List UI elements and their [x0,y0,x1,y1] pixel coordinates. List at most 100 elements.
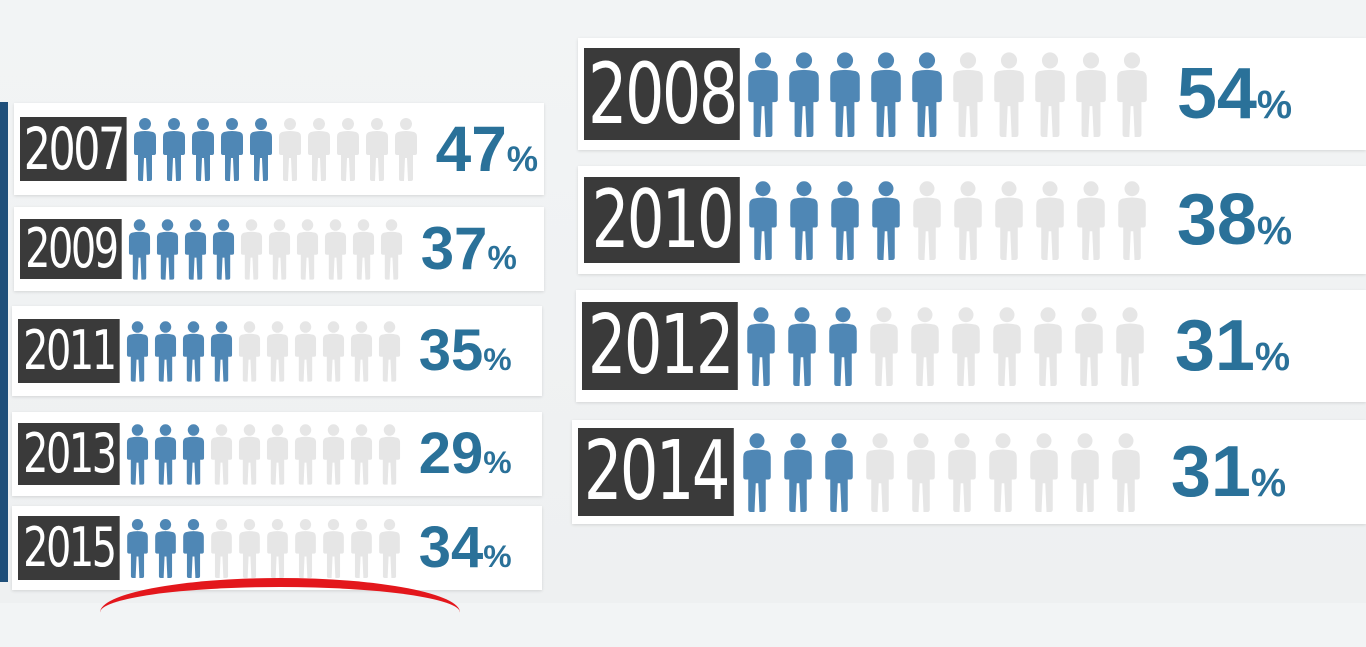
person-icon-empty [322,321,344,382]
percent-symbol: % [487,239,517,276]
percent-symbol: % [506,140,539,179]
person-icon-empty [307,118,330,181]
person-icon-empty [952,307,980,386]
person-icon-filled [182,424,204,485]
people-icons [744,306,1147,386]
person-icon-filled [748,52,778,137]
percent-value: 31% [1171,436,1286,508]
people-icons [126,320,401,382]
percent-value: 35% [419,322,512,380]
person-icon-filled [126,424,148,485]
person-icon-filled [749,181,777,260]
year-label: 2008 [584,48,740,140]
person-icon-filled [154,518,176,578]
person-icon-filled [220,118,243,181]
person-icon-empty [266,424,288,485]
person-icon-empty [907,433,935,512]
person-icon-filled [829,307,857,386]
year-row: 2015 34% [12,506,542,590]
percent-number: 31 [1174,306,1255,386]
person-icon-filled [210,321,232,382]
people-icons [128,218,403,280]
person-icon-filled [156,219,178,280]
person-icon-empty [210,518,232,578]
people-icons [126,423,401,485]
person-icon-empty [378,321,400,382]
person-icon-filled [825,433,853,512]
year-row: 2013 29% [12,412,542,496]
person-icon-empty [1035,52,1065,137]
percent-number: 47 [435,113,507,185]
people-icons [133,117,418,181]
person-icon-empty [278,118,301,181]
person-icon-empty [380,219,402,280]
person-icon-empty [336,118,359,181]
person-icon-empty [296,219,318,280]
person-icon-empty [989,433,1017,512]
person-icon-empty [1036,181,1064,260]
person-icon-filled [872,181,900,260]
year-label: 2012 [582,302,738,390]
percent-number: 38 [1176,180,1257,260]
percent-number: 31 [1170,432,1251,512]
person-icon-empty [352,219,374,280]
person-icon-empty [266,321,288,382]
person-icon-empty [240,219,262,280]
person-icon-empty [294,424,316,485]
year-row: 2009 37% [14,207,544,291]
person-icon-empty [1034,307,1062,386]
percent-symbol: % [483,341,512,377]
person-icon-empty [294,321,316,382]
person-icon-filled [871,52,901,137]
percent-number: 37 [420,215,488,282]
person-icon-empty [238,321,260,382]
percent-number: 29 [418,421,484,486]
percent-number: 54 [1176,54,1257,134]
year-label: 2011 [18,319,120,383]
person-icon-empty [268,219,290,280]
person-icon-empty [866,433,894,512]
person-icon-empty [238,518,260,578]
year-row: 2014 31% [572,420,1366,524]
person-icon-filled [182,321,204,382]
person-icon-filled [162,118,185,181]
red-swoosh-decoration [100,578,460,647]
person-icon-filled [154,321,176,382]
year-row: 2011 35% [12,306,542,396]
person-icon-empty [378,518,400,578]
percent-number: 35 [418,318,484,383]
percent-value: 54% [1177,58,1292,130]
person-icon-empty [993,307,1021,386]
people-icons [126,518,401,578]
person-icon-filled [912,52,942,137]
person-icon-empty [322,518,344,578]
person-icon-empty [1030,433,1058,512]
year-label: 2007 [20,117,127,181]
percent-number: 34 [418,515,484,580]
percent-symbol: % [1254,335,1291,379]
percent-symbol: % [1256,83,1293,127]
people-icons [740,432,1143,512]
percent-value: 38% [1177,184,1292,256]
percent-symbol: % [1250,461,1287,505]
percent-value: 37% [421,219,517,279]
year-row: 2010 38% [578,166,1366,274]
person-icon-filled [831,181,859,260]
people-icons [746,180,1149,260]
person-icon-empty [350,321,372,382]
person-icon-empty [394,118,417,181]
person-icon-filled [154,424,176,485]
person-icon-empty [1077,181,1105,260]
person-icon-empty [266,518,288,578]
person-icon-empty [322,424,344,485]
person-icon-empty [324,219,346,280]
person-icon-empty [294,518,316,578]
person-icon-filled [830,52,860,137]
person-icon-filled [747,307,775,386]
person-icon-filled [743,433,771,512]
person-icon-empty [1075,307,1103,386]
person-icon-empty [1116,307,1144,386]
year-row: 2012 31% [576,290,1366,402]
year-label: 2009 [20,219,122,279]
person-icon-filled [191,118,214,181]
